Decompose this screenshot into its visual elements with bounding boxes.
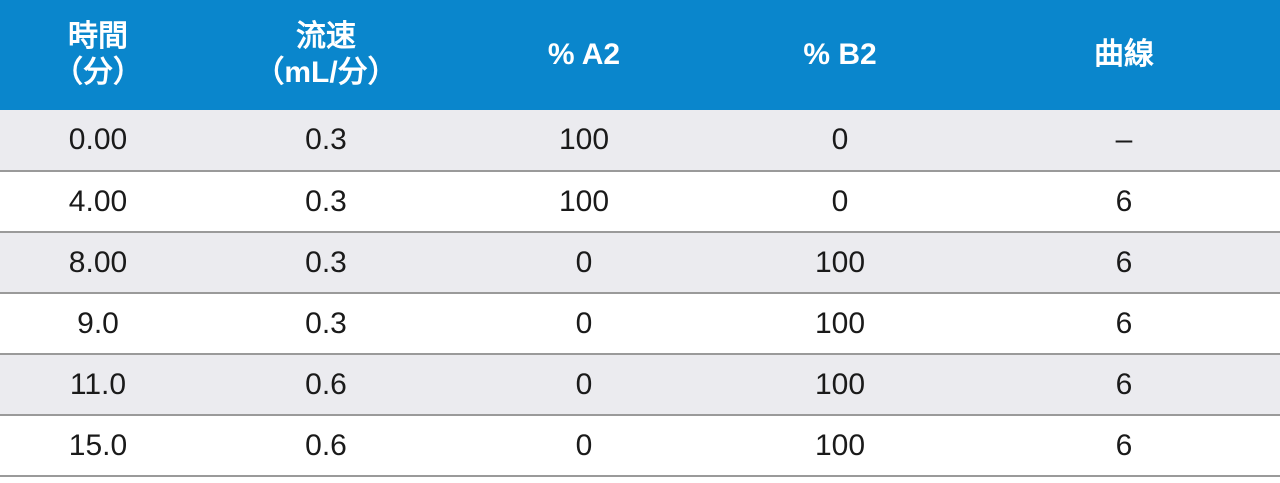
cell-b2: 100 <box>814 367 866 401</box>
table-row: 9.0 0.3 0 100 6 <box>0 293 1280 354</box>
header-a2: % A2 <box>456 0 712 110</box>
cell-time: 9.0 <box>77 306 119 340</box>
cell-flow: 0.6 <box>305 367 347 401</box>
cell-time: 8.00 <box>68 245 128 279</box>
cell-a2: 0 <box>575 245 593 279</box>
cell-a2: 100 <box>558 123 610 156</box>
cell-a2: 0 <box>575 367 593 401</box>
table-row: 11.0 0.6 0 100 6 <box>0 354 1280 415</box>
cell-a2: 100 <box>558 184 610 218</box>
cell-curve: 6 <box>1115 306 1133 340</box>
cell-time: 4.00 <box>68 184 128 218</box>
cell-time: 11.0 <box>69 367 127 401</box>
header-b2: % B2 <box>712 0 968 110</box>
cell-curve: 6 <box>1115 428 1133 462</box>
header-flow: 流速 （mL/分） <box>196 0 456 110</box>
header-curve-label: 曲線 <box>1094 38 1154 71</box>
cell-curve: 6 <box>1115 367 1133 401</box>
cell-flow: 0.6 <box>305 428 347 462</box>
header-a2-label: % A2 <box>547 38 621 71</box>
cell-curve: – <box>1115 123 1133 156</box>
cell-curve: 6 <box>1115 245 1133 279</box>
cell-b2: 0 <box>831 184 849 218</box>
cell-flow: 0.3 <box>305 245 347 279</box>
cell-flow: 0.3 <box>305 184 347 218</box>
table-row: 15.0 0.6 0 100 6 <box>0 415 1280 476</box>
header-curve: 曲線 <box>968 0 1280 110</box>
cell-b2: 0 <box>831 123 849 156</box>
cell-flow: 0.3 <box>305 123 347 156</box>
cell-a2: 0 <box>575 306 593 340</box>
table-row: 0.00 0.3 100 0 – <box>0 110 1280 171</box>
header-time-label: 時間 <box>68 20 128 53</box>
header-row: 時間 （分） 流速 （mL/分） % A2 % B2 曲線 <box>0 0 1280 110</box>
cell-time: 0.00 <box>68 123 128 156</box>
cell-a2: 0 <box>575 428 593 462</box>
header-b2-label: % B2 <box>803 38 877 71</box>
cell-b2: 100 <box>814 306 866 340</box>
header-time: 時間 （分） <box>0 0 196 110</box>
cell-flow: 0.3 <box>305 306 347 340</box>
cell-curve: 6 <box>1115 184 1133 218</box>
header-flow-unit: （mL/分） <box>254 56 398 89</box>
cell-b2: 100 <box>814 428 866 462</box>
cell-b2: 100 <box>814 245 866 279</box>
header-time-unit: （分） <box>53 56 143 89</box>
header-flow-label: 流速 <box>296 20 356 53</box>
cell-time: 15.0 <box>68 428 128 462</box>
table-row: 8.00 0.3 0 100 6 <box>0 232 1280 293</box>
table-row: 4.00 0.3 100 0 6 <box>0 171 1280 232</box>
